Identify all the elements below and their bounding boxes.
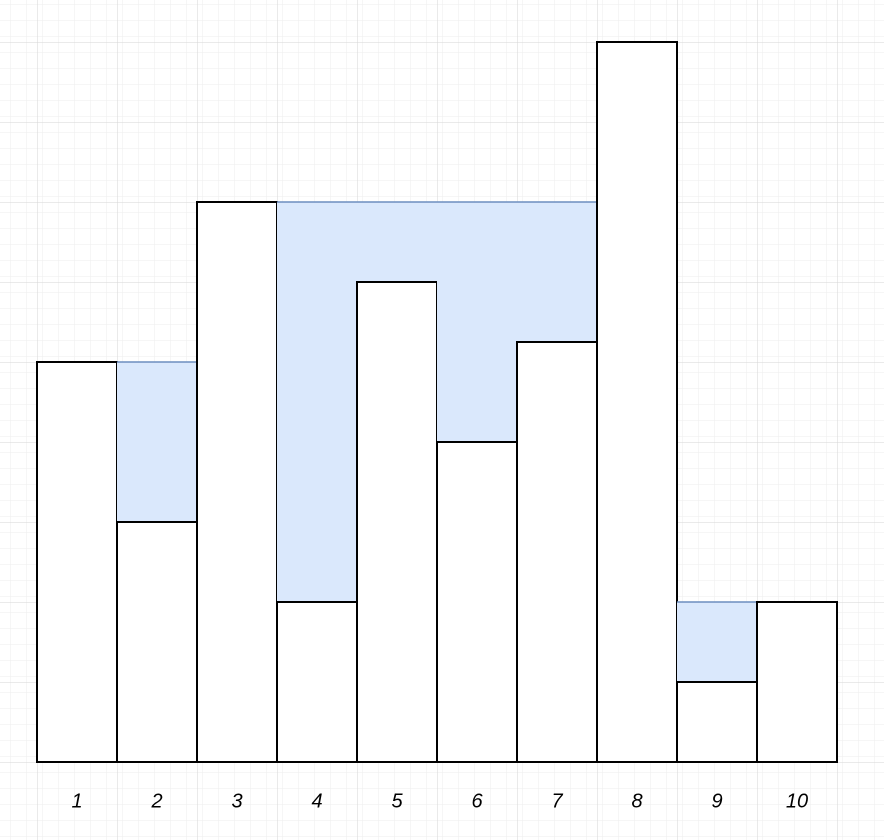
water	[277, 202, 357, 602]
x-label: 10	[786, 790, 808, 812]
x-label: 2	[150, 790, 162, 812]
bar	[756, 601, 838, 763]
bar	[276, 601, 358, 763]
water	[517, 202, 597, 342]
x-label: 8	[631, 790, 642, 812]
x-label: 4	[311, 790, 322, 812]
bar	[36, 361, 118, 763]
x-label: 5	[391, 790, 403, 812]
x-label: 7	[551, 790, 563, 812]
water	[117, 362, 197, 522]
bar	[516, 341, 598, 763]
water	[357, 202, 437, 282]
bar	[116, 521, 198, 763]
water	[437, 202, 517, 442]
x-label: 3	[231, 790, 242, 812]
water	[677, 602, 757, 682]
bar	[356, 281, 438, 763]
x-label: 1	[71, 790, 82, 812]
bar	[196, 201, 278, 763]
bar	[596, 41, 678, 763]
x-label: 6	[471, 790, 483, 812]
bar	[436, 441, 518, 763]
x-label: 9	[711, 790, 722, 812]
bar	[676, 681, 758, 763]
